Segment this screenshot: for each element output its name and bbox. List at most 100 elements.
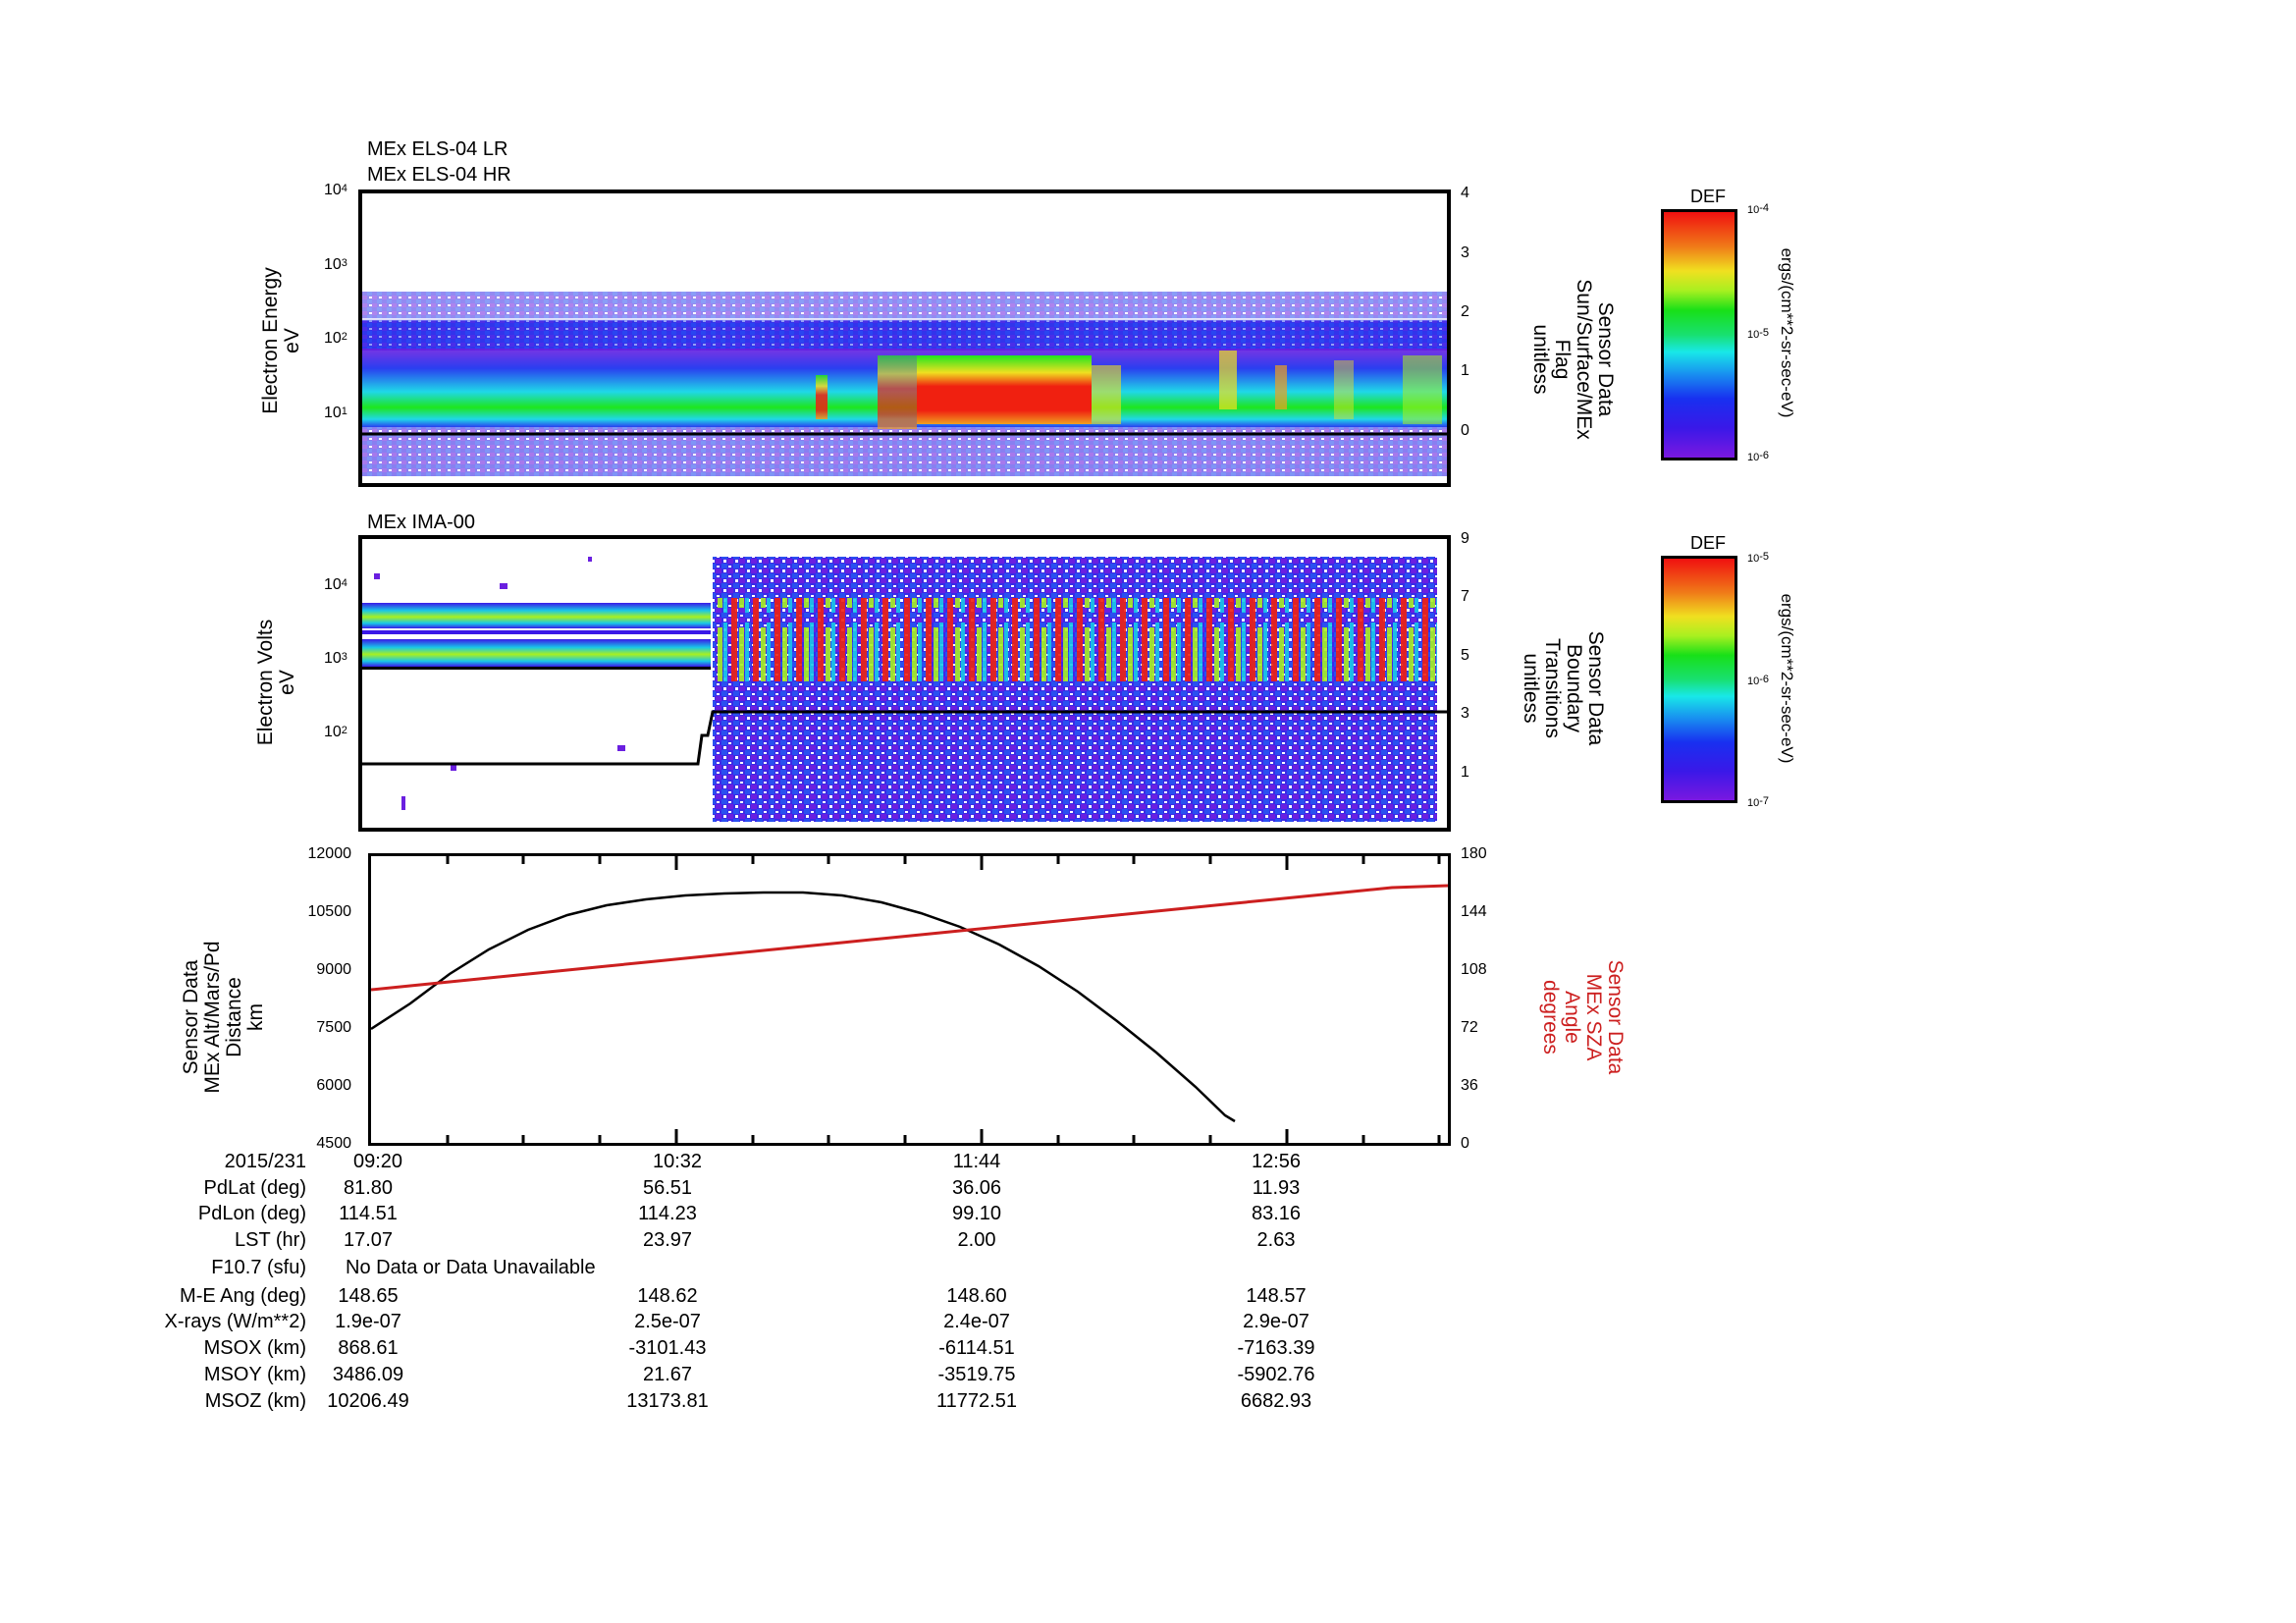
cell: -7163.39: [1237, 1337, 1315, 1359]
y2label-line: Sun/Surface/MEx: [1573, 279, 1595, 440]
cell: -6114.51: [938, 1337, 1015, 1359]
y2tick: 180: [1461, 845, 1487, 862]
cell: 148.62: [637, 1285, 698, 1307]
panel-top-y2label: Sensor Data Sun/Surface/MEx Flag unitles…: [1525, 232, 1617, 487]
cell: 2.9e-07: [1243, 1311, 1309, 1332]
y2label-line: Sensor Data: [1594, 301, 1617, 417]
y2tick: 72: [1461, 1019, 1478, 1036]
y2tick: 7: [1461, 588, 1469, 605]
colorbar-middle-max: 10-5: [1747, 551, 1770, 565]
cell: 2.4e-07: [943, 1311, 1010, 1332]
panel-middle-title: MEx IMA-00: [367, 512, 476, 533]
cell: -3519.75: [937, 1364, 1016, 1385]
ytick-1e1: 101: [324, 405, 347, 421]
cell: 83.16: [1251, 1203, 1302, 1224]
row-label-f107: F10.7 (sfu): [211, 1257, 306, 1278]
cell: 2.5e-07: [634, 1311, 701, 1332]
y2label-line: degrees: [1539, 980, 1562, 1055]
ytick: 6000: [316, 1077, 351, 1094]
row-label-lst: LST (hr): [235, 1229, 306, 1251]
ylabel-line: Sensor Data: [180, 959, 202, 1075]
cell: 1.9e-07: [335, 1311, 401, 1332]
cell: 99.10: [951, 1203, 1002, 1224]
cell: 13173.81: [626, 1390, 709, 1412]
cell: -3101.43: [628, 1337, 707, 1359]
y2tick: 108: [1461, 961, 1487, 978]
cell: 2.00: [957, 1229, 996, 1251]
y2label-line: Sensor Data: [1604, 959, 1627, 1075]
y2tick: 9: [1461, 530, 1469, 547]
y2tick: 0: [1461, 422, 1469, 439]
ylabel-line: eV: [276, 670, 298, 695]
cell: 148.60: [946, 1285, 1007, 1307]
cell: 148.65: [338, 1285, 399, 1307]
cell: 6682.93: [1240, 1390, 1312, 1412]
cell: 114.51: [339, 1203, 398, 1224]
row-label-msoz: MSOZ (km): [204, 1390, 306, 1412]
colorbar-middle-title: DEF: [1690, 533, 1726, 553]
panel-top-spectrogram[interactable]: [358, 189, 1451, 487]
y2tick: 3: [1461, 244, 1469, 261]
cell: 21.67: [642, 1364, 693, 1385]
cell: 36.06: [951, 1177, 1002, 1199]
cell: 114.23: [638, 1203, 697, 1224]
ytick-1e3: 103: [324, 256, 347, 273]
ytick: 4500: [316, 1135, 351, 1152]
cell: 11772.51: [936, 1390, 1017, 1412]
colorbar-middle: [1661, 556, 1737, 803]
xtick-label: 11:44: [952, 1151, 1001, 1172]
distance-series: [371, 891, 1236, 1123]
cell: 81.80: [343, 1177, 394, 1199]
colorbar-top-max: 10-4: [1747, 202, 1770, 216]
ylabel-line: km: [244, 1003, 267, 1031]
xtick-label: 09:20: [352, 1151, 403, 1172]
ytick-1e3: 103: [324, 650, 347, 667]
row-label-xrays: X-rays (W/m**2): [164, 1311, 306, 1332]
row-label-me-ang: M-E Ang (deg): [180, 1285, 306, 1307]
ylabel-line: eV: [281, 328, 303, 353]
panel-middle-ylabel: Electron Volts eV: [254, 569, 304, 795]
els-spectrogram: [362, 292, 1447, 476]
cell: 2.63: [1256, 1229, 1296, 1251]
date-label: 2015/231: [224, 1151, 306, 1172]
y2label-line: Sensor Data: [1584, 630, 1607, 746]
cell: 868.61: [338, 1337, 399, 1359]
cell: 11.93: [1252, 1177, 1301, 1199]
colorbar-middle-mid: 10-6: [1747, 674, 1770, 687]
y2label-line: MEx SZA: [1582, 973, 1605, 1061]
ytick-1e4: 104: [324, 576, 347, 593]
panel-bottom-y2label: Sensor Data MEx SZA Angle degrees: [1535, 909, 1627, 1125]
y2tick: 2: [1461, 303, 1469, 320]
ytick-1e4: 104: [324, 182, 347, 198]
y2label-line: unitless: [1529, 324, 1552, 395]
colorbar-top-title: DEF: [1690, 187, 1726, 206]
colorbar-top-mid: 10-5: [1747, 327, 1770, 341]
panel-bottom-lineplot[interactable]: [368, 853, 1451, 1146]
cell: 10206.49: [327, 1390, 409, 1412]
y2tick: 1: [1461, 764, 1469, 781]
ylabel-line: MEx Alt/Mars/Pd: [201, 941, 224, 1094]
row-label-msox: MSOX (km): [203, 1337, 306, 1359]
ytick-1e2: 102: [324, 330, 347, 347]
cell: 3486.09: [332, 1364, 404, 1385]
y2tick: 0: [1461, 1135, 1469, 1152]
y2tick: 3: [1461, 705, 1469, 722]
y2tick: 5: [1461, 647, 1469, 664]
ytick: 12000: [307, 845, 352, 862]
cell: -5902.76: [1237, 1364, 1315, 1385]
panel-bottom-ylabel: Sensor Data MEx Alt/Mars/Pd Distance km: [180, 919, 271, 1115]
cell: 17.07: [343, 1229, 394, 1251]
ylabel-line: Electron Volts: [254, 619, 277, 746]
colorbar-middle-min: 10-7: [1747, 795, 1770, 809]
cell: 148.57: [1246, 1285, 1307, 1307]
ytick-1e2: 102: [324, 724, 347, 740]
cell: 56.51: [642, 1177, 693, 1199]
row-label-pdlon: PdLon (deg): [197, 1203, 306, 1224]
panel-middle-spectrogram[interactable]: [358, 535, 1451, 832]
y2label-line: unitless: [1520, 653, 1542, 724]
ytick: 7500: [316, 1019, 351, 1036]
row-label-pdlat: PdLat (deg): [203, 1177, 306, 1199]
y2tick: 1: [1461, 362, 1469, 379]
y2label-line: Boundary: [1563, 644, 1585, 732]
xtick-label: 12:56: [1251, 1151, 1302, 1172]
